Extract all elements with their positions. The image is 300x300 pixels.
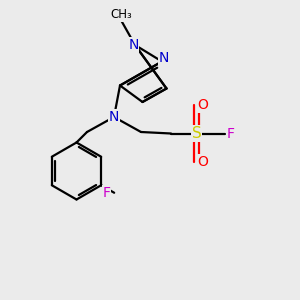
Text: S: S xyxy=(192,126,201,141)
Text: CH₃: CH₃ xyxy=(111,8,132,22)
Text: N: N xyxy=(128,38,139,52)
Text: F: F xyxy=(227,127,235,140)
Text: O: O xyxy=(198,98,208,112)
Text: N: N xyxy=(109,110,119,124)
Text: N: N xyxy=(158,52,169,65)
Text: O: O xyxy=(198,155,208,169)
Text: F: F xyxy=(103,186,111,200)
